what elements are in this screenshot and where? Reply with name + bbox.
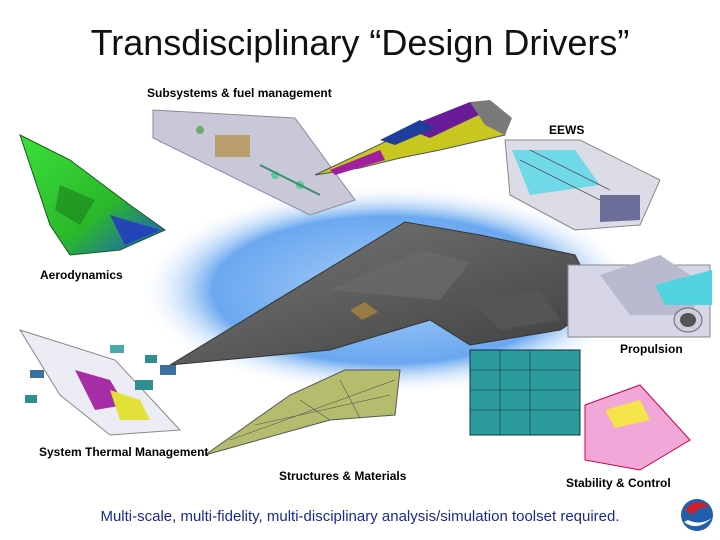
swoosh-logo-icon <box>681 499 713 531</box>
label-structures-materials: Structures & Materials <box>279 469 407 483</box>
system-thermal-render <box>18 329 182 436</box>
label-aerodynamics: Aerodynamics <box>40 268 123 282</box>
label-eews: EEWS <box>549 123 585 137</box>
label-propulsion: Propulsion <box>620 342 683 356</box>
footer-caption: Multi-scale, multi-fidelity, multi-disci… <box>100 508 620 525</box>
subsystems-fuel-render <box>152 109 356 216</box>
structures-materials-render <box>204 369 401 456</box>
propulsion-render <box>567 255 712 338</box>
aerodynamics-render <box>19 134 167 256</box>
label-stability-control: Stability & Control <box>566 476 671 490</box>
multicolor-aircraft-render <box>314 100 512 176</box>
stability-control-render <box>469 349 691 471</box>
central-aircraft-render <box>169 221 601 366</box>
label-subsystems-fuel: Subsystems & fuel management <box>147 86 332 100</box>
slide-title: Transdisciplinary “Design Drivers” <box>90 22 630 63</box>
eews-render <box>504 139 661 231</box>
label-system-thermal: System Thermal Management <box>39 445 209 459</box>
